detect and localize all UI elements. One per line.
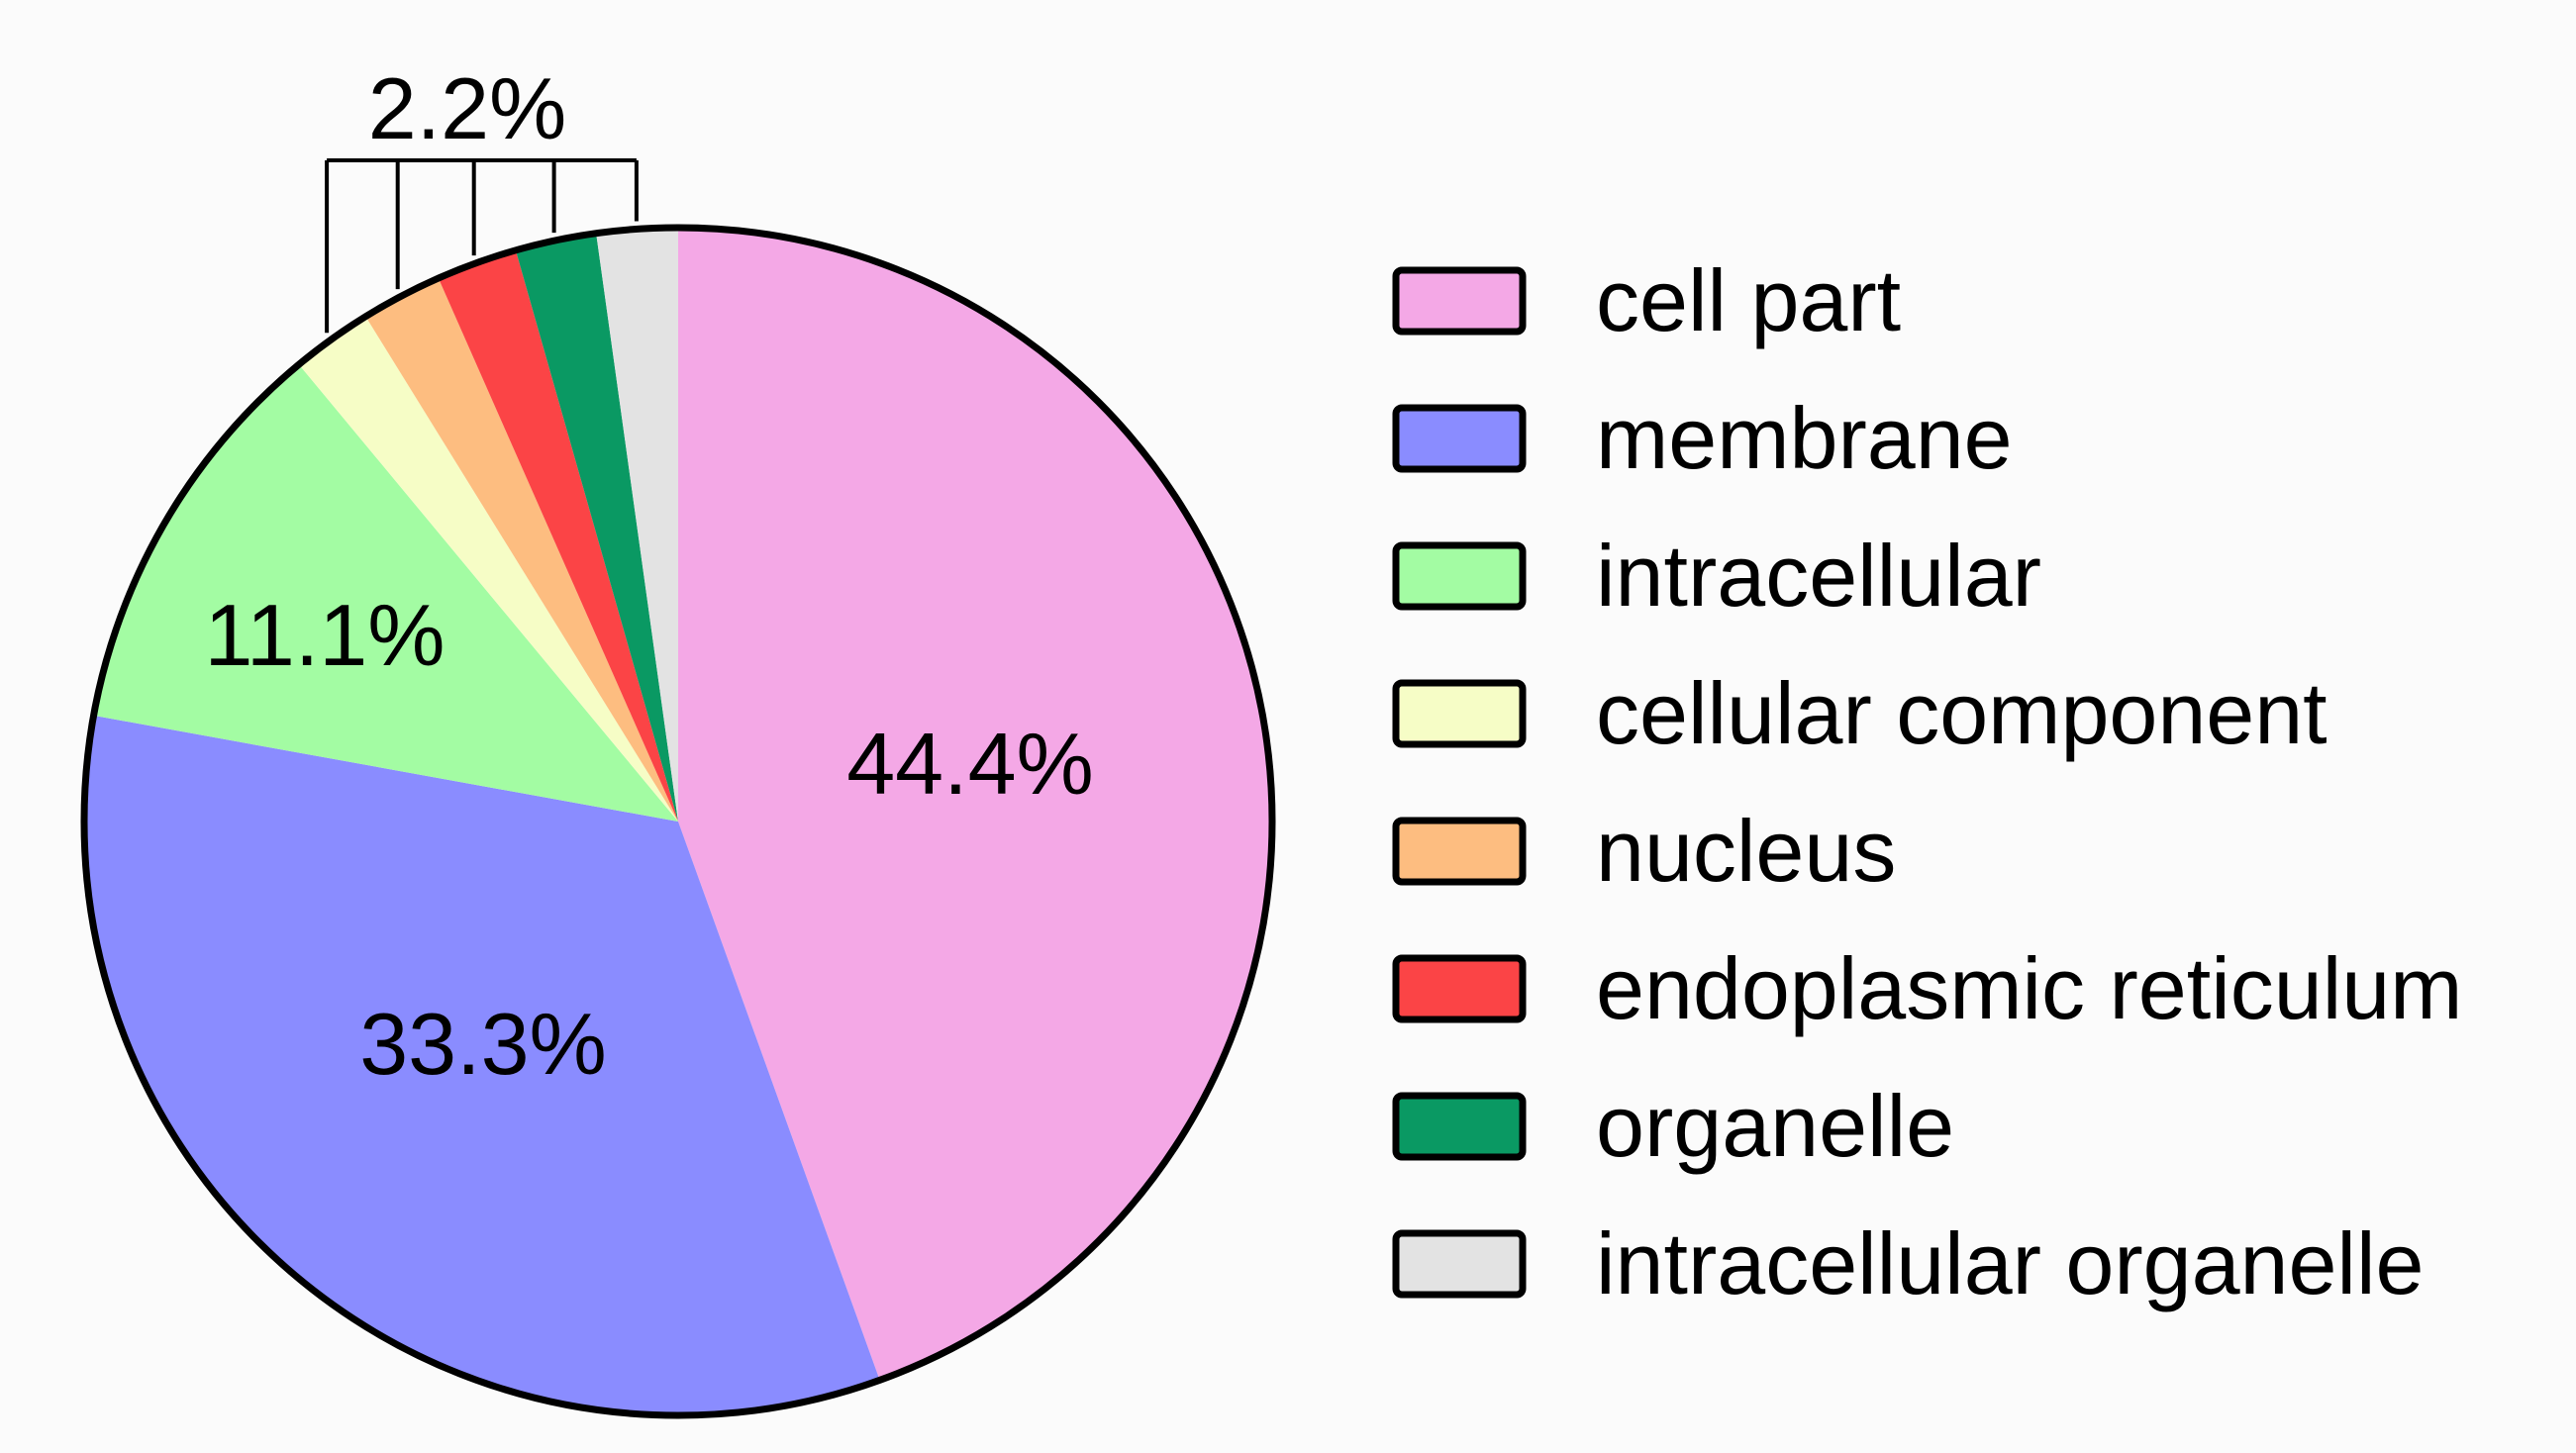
pie-slice-intracellular [93,364,678,822]
pie-outline [80,224,1276,1419]
data-label-cell-part: 44.4% [846,715,1094,813]
legend-swatch-membrane [1392,404,1527,473]
pie-slice-endoplasmic-reticulum [438,249,678,822]
pie-slice-organelle [515,233,678,822]
data-label-small-slices: 2.2% [368,59,567,157]
legend-label-nucleus: nucleus [1596,802,1896,900]
pie-slice-membrane [83,715,880,1416]
legend-label-membrane: membrane [1596,389,2013,487]
legend: cell part membrane intracellular cellular c… [1392,251,2463,1312]
legend-swatch-organelle [1392,1092,1527,1161]
legend-swatch-nucleus [1392,817,1527,886]
pie-slice-cellular-component [298,316,678,822]
pie-slice-cell-part [678,228,1273,1381]
legend-swatch-cellular-component [1392,679,1527,748]
data-label-membrane: 33.3% [359,995,607,1093]
pie-slices [83,228,1273,1416]
small-slices-bracket [325,158,639,334]
legend-label-intracellular: intracellular [1596,527,2041,625]
pie-slice-intracellular-organelle [596,228,678,822]
legend-label-organelle: organelle [1596,1077,1954,1175]
legend-label-cellular-component: cellular component [1596,664,2328,762]
legend-label-endoplasmic-reticulum: endoplasmic reticulum [1596,939,2463,1037]
data-label-intracellular: 11.1% [205,586,446,684]
legend-swatch-intracellular [1392,541,1527,611]
legend-swatch-intracellular-organelle [1392,1229,1527,1299]
legend-label-intracellular-organelle: intracellular organelle [1596,1214,2424,1312]
legend-swatch-cell-part [1392,266,1527,336]
legend-swatch-endoplasmic-reticulum [1392,954,1527,1023]
legend-label-cell-part: cell part [1596,251,1901,349]
pie-slice-nucleus [365,278,678,822]
